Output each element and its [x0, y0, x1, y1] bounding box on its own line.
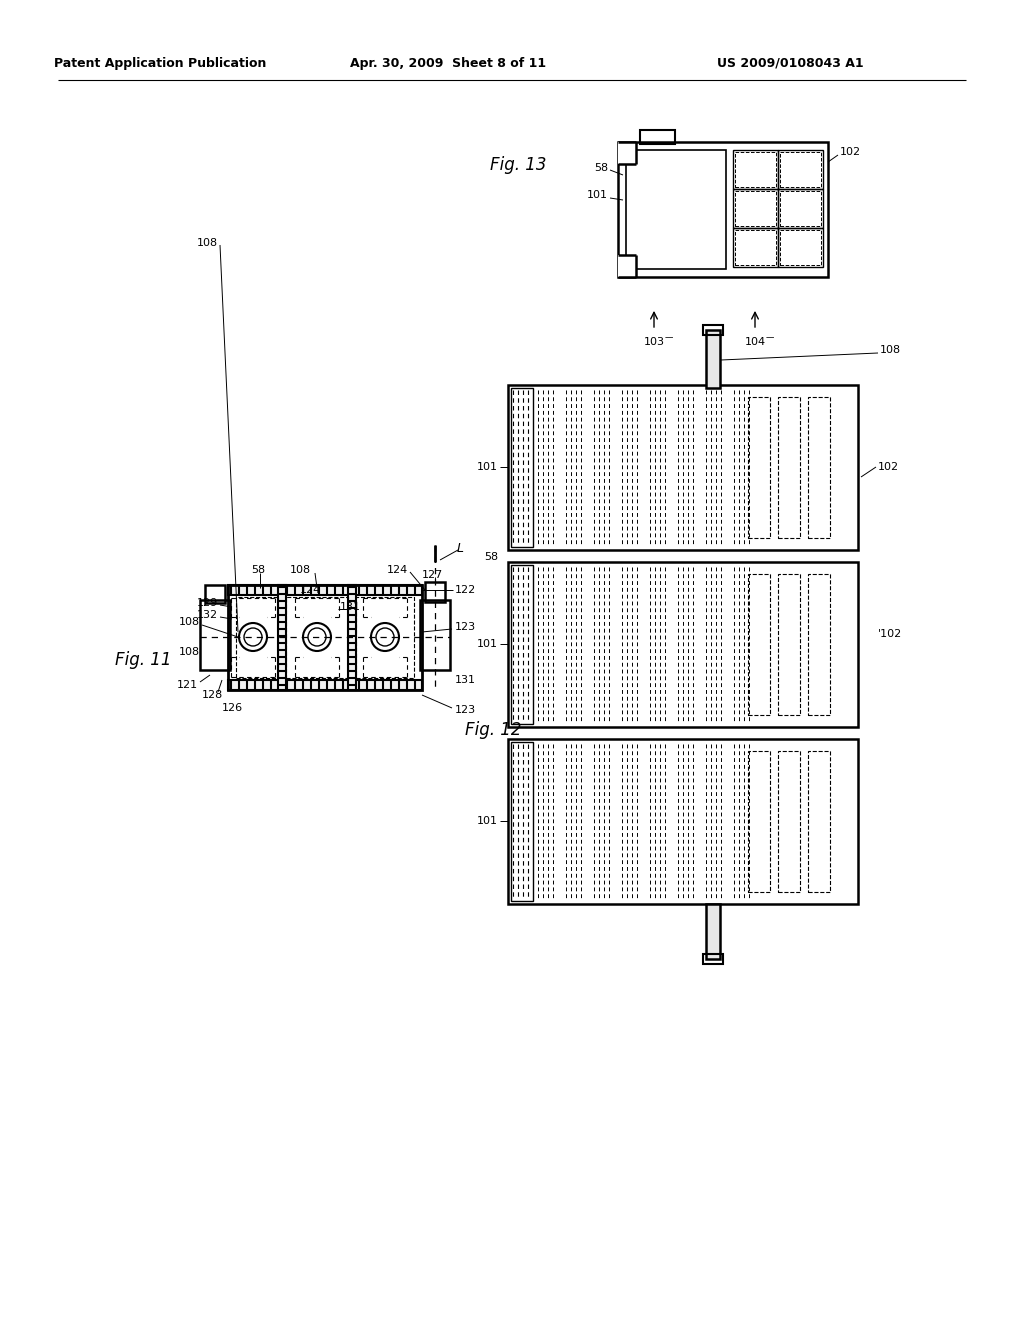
Bar: [356, 597, 414, 678]
Bar: [228, 585, 422, 595]
Text: 101: 101: [587, 190, 608, 201]
Bar: [618, 143, 636, 164]
Text: 102: 102: [878, 462, 899, 473]
Bar: [808, 751, 830, 892]
Bar: [511, 742, 534, 902]
Text: Patent Application Publication: Patent Application Publication: [54, 57, 266, 70]
Bar: [733, 189, 778, 228]
Text: 101: 101: [477, 639, 498, 649]
Bar: [618, 255, 636, 277]
Text: 101: 101: [477, 816, 498, 826]
Bar: [626, 150, 726, 269]
Bar: [511, 388, 534, 546]
Text: 102: 102: [840, 147, 861, 157]
Text: 128: 128: [202, 690, 222, 700]
Bar: [706, 330, 720, 388]
Bar: [735, 152, 776, 187]
Bar: [228, 585, 422, 690]
Bar: [780, 191, 821, 226]
Bar: [425, 582, 445, 602]
Bar: [703, 954, 723, 964]
Text: —: —: [766, 334, 774, 342]
Bar: [748, 574, 770, 715]
Text: Apr. 30, 2009  Sheet 8 of 11: Apr. 30, 2009 Sheet 8 of 11: [350, 57, 546, 70]
Bar: [778, 397, 800, 539]
Text: 127: 127: [422, 570, 443, 579]
Bar: [420, 601, 450, 671]
Text: US 2009/0108043 A1: US 2009/0108043 A1: [717, 57, 863, 70]
Bar: [780, 152, 821, 187]
Text: 123: 123: [455, 705, 476, 715]
Bar: [286, 597, 348, 678]
Bar: [808, 397, 830, 539]
Text: 108: 108: [290, 565, 310, 576]
Bar: [778, 228, 823, 267]
Bar: [640, 129, 675, 144]
Bar: [778, 150, 823, 189]
Text: L: L: [457, 541, 464, 554]
Bar: [511, 565, 534, 723]
Bar: [508, 562, 858, 727]
Bar: [703, 325, 723, 335]
Bar: [348, 585, 356, 690]
Bar: [735, 230, 776, 265]
Text: Fig. 12: Fig. 12: [465, 721, 521, 739]
Bar: [508, 385, 858, 550]
Text: 123: 123: [455, 622, 476, 632]
Text: 131: 131: [340, 602, 361, 612]
Text: '102: '102: [878, 630, 902, 639]
Bar: [278, 585, 286, 690]
Bar: [706, 904, 720, 960]
Text: 129: 129: [197, 598, 218, 609]
Text: 103: 103: [643, 337, 665, 347]
Bar: [748, 751, 770, 892]
Text: 108: 108: [880, 345, 901, 355]
Bar: [780, 230, 821, 265]
Text: Fig. 11: Fig. 11: [115, 651, 171, 669]
Bar: [733, 228, 778, 267]
Bar: [205, 585, 225, 603]
Text: 58: 58: [251, 565, 265, 576]
Bar: [735, 191, 776, 226]
Text: 104: 104: [744, 337, 766, 347]
Text: 108: 108: [179, 647, 200, 657]
Bar: [200, 601, 230, 671]
Text: 122: 122: [455, 585, 476, 595]
Bar: [778, 574, 800, 715]
Text: 131: 131: [455, 675, 476, 685]
Text: 124: 124: [300, 585, 322, 595]
Text: 124: 124: [387, 565, 408, 576]
Text: 108: 108: [197, 238, 218, 248]
Text: —: —: [665, 334, 673, 342]
Text: 108: 108: [179, 616, 200, 627]
Bar: [733, 150, 778, 189]
Bar: [808, 574, 830, 715]
Text: 58: 58: [594, 162, 608, 173]
Bar: [508, 739, 858, 904]
Bar: [228, 680, 422, 690]
Bar: [236, 597, 278, 678]
Text: 126: 126: [221, 704, 243, 713]
Bar: [778, 751, 800, 892]
Bar: [748, 397, 770, 539]
Text: Fig. 13: Fig. 13: [490, 156, 547, 174]
Text: 132: 132: [197, 610, 218, 620]
Text: 101: 101: [477, 462, 498, 473]
Text: 58: 58: [484, 552, 498, 562]
Bar: [618, 143, 828, 277]
Text: 121: 121: [177, 680, 198, 690]
Bar: [778, 189, 823, 228]
